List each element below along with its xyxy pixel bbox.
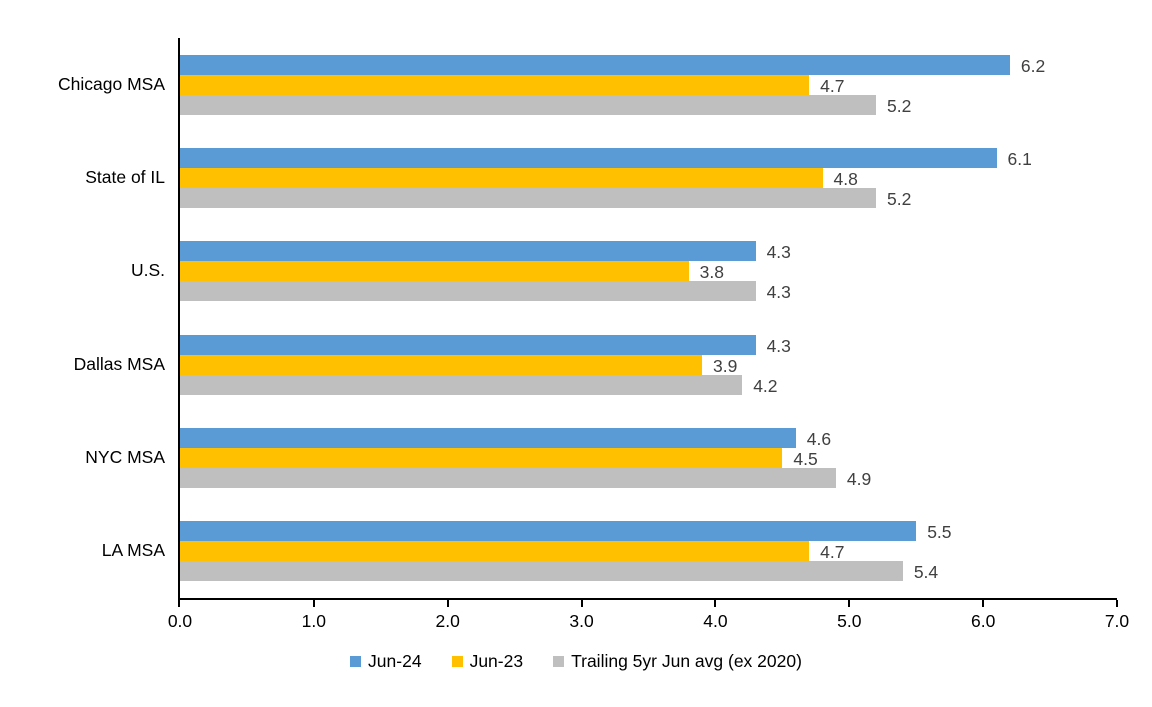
legend-item-jun-24: Jun-24 (350, 651, 422, 672)
x-axis-tick (1116, 600, 1118, 607)
category-label: State of IL (85, 167, 165, 187)
x-tick-label: 1.0 (301, 611, 326, 631)
bar-jun-23 (180, 74, 810, 95)
legend-item-trailing-5yr-jun-avg-ex-2020-: Trailing 5yr Jun avg (ex 2020) (553, 651, 802, 672)
x-axis-tick (446, 600, 449, 607)
category-label: NYC MSA (85, 447, 165, 467)
value-label: 3.8 (699, 262, 724, 283)
value-label: 4.5 (793, 449, 818, 469)
bar-trailing-5yr-jun-avg-ex-2020- (180, 561, 903, 582)
value-label: 6.1 (1007, 149, 1032, 169)
legend-label: Jun-23 (469, 651, 524, 671)
bar-jun-24 (180, 54, 1010, 75)
value-label: 5.4 (913, 562, 939, 583)
value-label: 4.2 (753, 375, 778, 396)
x-axis-line (178, 598, 1117, 600)
category-label: Dallas MSA (73, 353, 165, 374)
bar-jun-23 (180, 168, 823, 188)
bar-jun-23 (180, 448, 783, 468)
bar-jun-24 (180, 241, 756, 262)
value-label: 4.3 (766, 335, 791, 356)
x-axis-tick (982, 600, 985, 607)
category-label: Chicago MSA (58, 73, 165, 94)
x-tick-label: 7.0 (1104, 611, 1130, 631)
legend-item-jun-23: Jun-23 (451, 651, 524, 672)
chart-legend: Jun-24 Jun-23 Trailing 5yr Jun avg (ex 202… (0, 651, 1152, 672)
value-label: 5.2 (887, 189, 912, 209)
value-label: 4.8 (833, 169, 858, 189)
bar-jun-24 (180, 521, 917, 542)
value-label: 6.2 (1020, 55, 1046, 76)
value-label: 4.3 (766, 242, 791, 263)
legend-swatch-icon (451, 656, 463, 667)
value-label: 4.7 (820, 542, 845, 563)
legend-swatch-icon (350, 656, 362, 667)
x-tick-label: 6.0 (970, 611, 996, 631)
x-axis-tick (580, 600, 583, 607)
legend-label: Jun-24 (368, 651, 422, 671)
value-label: 4.9 (846, 469, 872, 489)
x-tick-label: 2.0 (435, 611, 460, 631)
x-tick-label: 5.0 (837, 611, 862, 631)
bar-trailing-5yr-jun-avg-ex-2020- (180, 374, 743, 395)
value-label: 3.9 (713, 355, 738, 376)
bar-jun-23 (180, 541, 810, 562)
value-label: 4.7 (820, 75, 845, 96)
bar-jun-24 (180, 428, 796, 448)
value-label: 5.5 (927, 522, 952, 543)
x-axis-tick (848, 600, 851, 607)
bar-jun-24 (180, 334, 756, 355)
x-tick-label: 3.0 (569, 611, 594, 631)
legend-swatch-icon (553, 656, 565, 667)
x-tick-label: 4.0 (703, 611, 728, 631)
value-label: 4.3 (766, 282, 791, 303)
bar-trailing-5yr-jun-avg-ex-2020- (180, 281, 756, 302)
y-axis-line (178, 38, 180, 607)
category-label: LA MSA (101, 540, 165, 561)
bar-trailing-5yr-jun-avg-ex-2020- (180, 188, 877, 208)
x-axis-tick (714, 600, 717, 607)
legend-label: Trailing 5yr Jun avg (ex 2020) (571, 651, 802, 671)
bar-jun-24 (180, 148, 997, 168)
value-label: 4.6 (806, 429, 832, 449)
bar-jun-23 (180, 354, 703, 375)
value-label: 5.2 (887, 95, 912, 116)
x-axis-tick (312, 600, 315, 607)
bar-trailing-5yr-jun-avg-ex-2020- (180, 94, 877, 115)
x-tick-label: 0.0 (167, 611, 193, 631)
bar-jun-23 (180, 261, 689, 282)
category-label: U.S. (130, 260, 165, 281)
bar-trailing-5yr-jun-avg-ex-2020- (180, 468, 836, 488)
